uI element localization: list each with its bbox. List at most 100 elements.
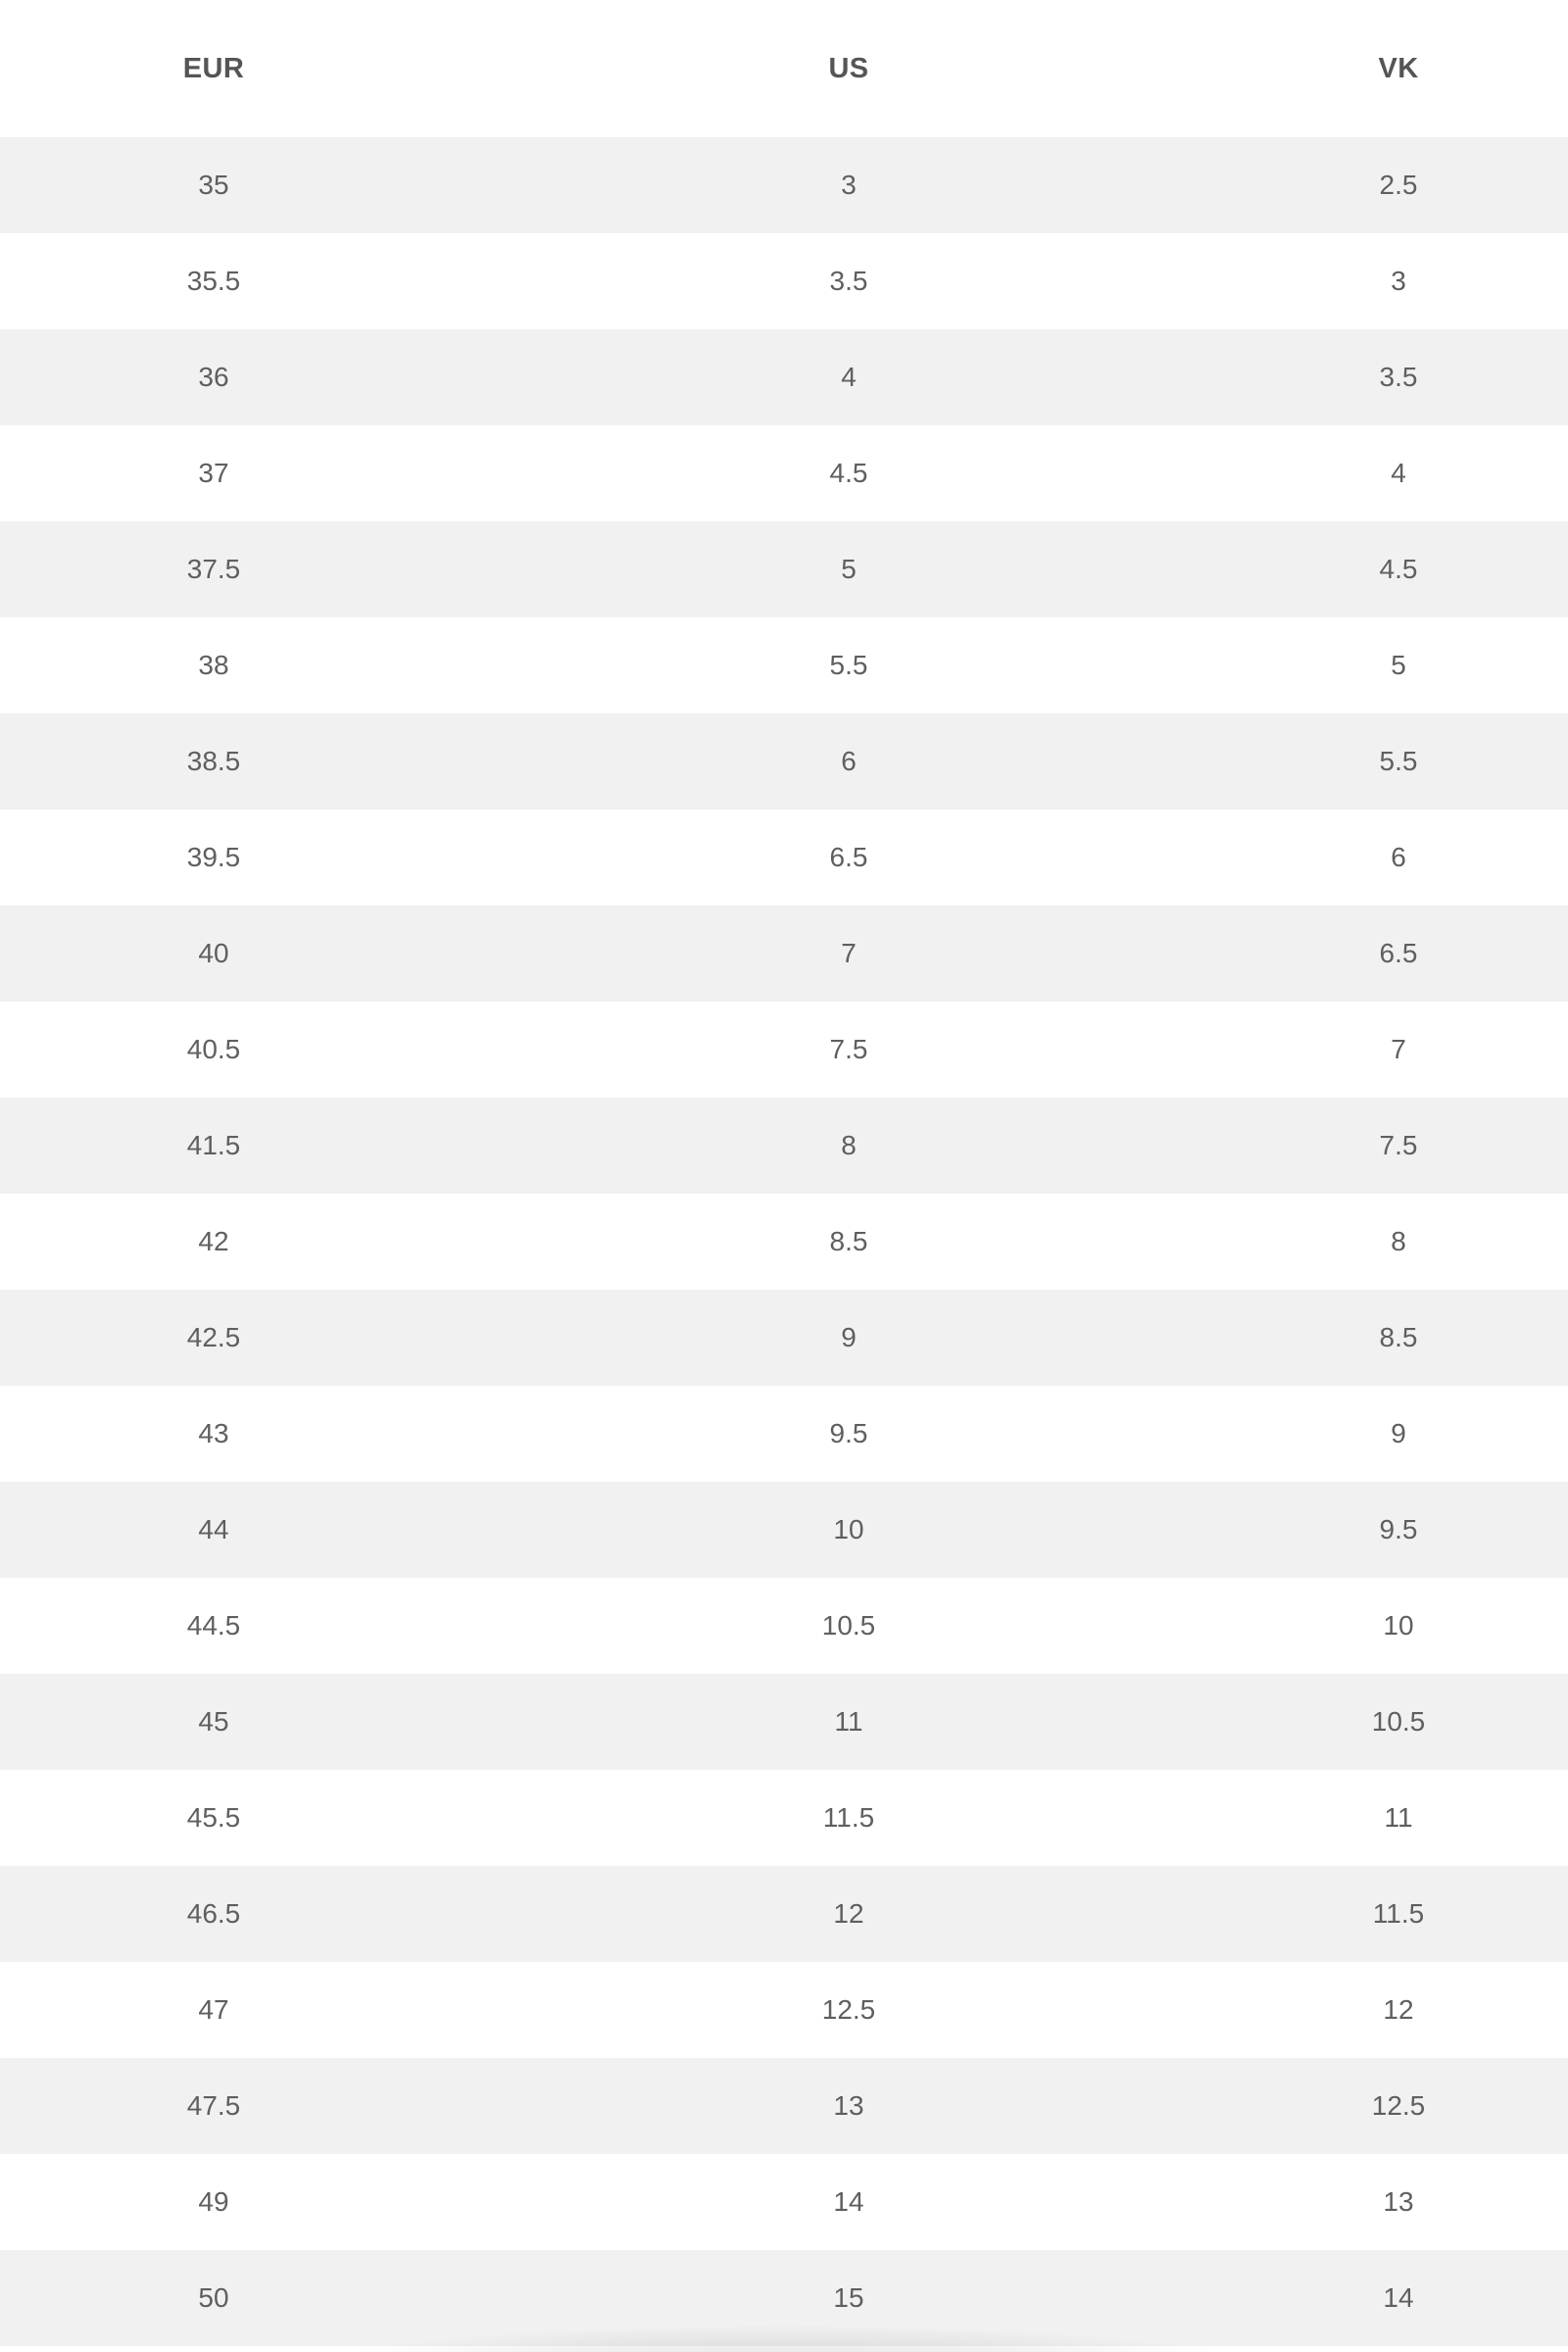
table-row: 50 15 14 <box>0 2250 1568 2346</box>
cell-eur: 40 <box>198 938 229 968</box>
cell-eur: 47 <box>198 1994 229 2025</box>
cell-us: 12 <box>833 1898 864 1929</box>
cell-vk: 10.5 <box>1371 1706 1426 1737</box>
table-row: 35.5 3.5 3 <box>0 233 1568 329</box>
cell-us: 9.5 <box>829 1418 868 1448</box>
cell-us: 6.5 <box>829 842 868 872</box>
cell-eur: 38 <box>198 650 229 680</box>
cell-eur: 39.5 <box>186 842 241 872</box>
table-row: 38 5.5 5 <box>0 617 1568 713</box>
cell-eur: 44 <box>198 1514 229 1544</box>
cell-us: 8.5 <box>829 1226 868 1256</box>
table-row: 44.5 10.5 10 <box>0 1578 1568 1674</box>
cell-vk: 4.5 <box>1379 554 1418 584</box>
cell-vk: 11 <box>1384 1802 1413 1833</box>
table-header-row: EUR US VK <box>0 0 1568 137</box>
cell-vk: 6.5 <box>1379 938 1418 968</box>
table-row: 47 12.5 12 <box>0 1962 1568 2058</box>
cell-vk: 13 <box>1383 2186 1414 2217</box>
cell-eur: 50 <box>198 2282 229 2313</box>
cell-us: 4.5 <box>829 458 868 488</box>
column-header-eur: EUR <box>182 52 245 84</box>
table-row: 45.5 11.5 11 <box>0 1770 1568 1866</box>
table-row: 36 4 3.5 <box>0 329 1568 425</box>
cell-vk: 14 <box>1383 2282 1414 2313</box>
cell-eur: 35 <box>198 170 229 200</box>
cell-vk: 5.5 <box>1379 746 1418 776</box>
cell-eur: 45 <box>198 1706 229 1737</box>
cell-us: 5.5 <box>829 650 868 680</box>
cell-us: 3.5 <box>829 266 868 296</box>
cell-vk: 8 <box>1391 1226 1406 1256</box>
cell-vk: 4 <box>1391 458 1406 488</box>
table-header: EUR US VK <box>0 0 1568 137</box>
cell-us: 6 <box>841 746 857 776</box>
table-row: 41.5 8 7.5 <box>0 1098 1568 1194</box>
cell-eur: 37 <box>198 458 229 488</box>
cell-eur: 44.5 <box>186 1610 241 1641</box>
cell-eur: 35.5 <box>186 266 241 296</box>
cell-us: 8 <box>841 1130 857 1160</box>
cell-eur: 37.5 <box>186 554 241 584</box>
column-header-vk: VK <box>1378 52 1419 84</box>
table-row: 44 10 9.5 <box>0 1482 1568 1578</box>
cell-vk: 8.5 <box>1379 1322 1418 1352</box>
cell-vk: 3 <box>1391 266 1406 296</box>
cell-us: 14 <box>833 2186 864 2217</box>
cell-us: 13 <box>833 2090 864 2121</box>
cell-vk: 5 <box>1391 650 1406 680</box>
cell-vk: 3.5 <box>1379 362 1418 392</box>
cell-eur: 41.5 <box>186 1130 241 1160</box>
cell-vk: 9 <box>1391 1418 1406 1448</box>
cell-eur: 46.5 <box>186 1898 241 1929</box>
cell-eur: 45.5 <box>186 1802 241 1833</box>
cell-eur: 43 <box>198 1418 229 1448</box>
cell-us: 11 <box>834 1706 863 1737</box>
cell-us: 3 <box>841 170 857 200</box>
cell-us: 7 <box>841 938 857 968</box>
table-row: 40 7 6.5 <box>0 906 1568 1002</box>
cell-eur: 38.5 <box>186 746 241 776</box>
table-row: 40.5 7.5 7 <box>0 1002 1568 1098</box>
cell-vk: 6 <box>1391 842 1406 872</box>
cell-eur: 40.5 <box>186 1034 241 1064</box>
cell-us: 10 <box>833 1514 864 1544</box>
cell-vk: 9.5 <box>1379 1514 1418 1544</box>
table-row: 38.5 6 5.5 <box>0 713 1568 809</box>
cell-us: 12.5 <box>821 1994 876 2025</box>
cell-us: 9 <box>841 1322 857 1352</box>
cell-vk: 7 <box>1391 1034 1406 1064</box>
table-row: 45 11 10.5 <box>0 1674 1568 1770</box>
table-row: 42 8.5 8 <box>0 1194 1568 1290</box>
table-row: 43 9.5 9 <box>0 1386 1568 1482</box>
cell-vk: 2.5 <box>1379 170 1418 200</box>
table-row: 37.5 5 4.5 <box>0 521 1568 617</box>
cell-us: 11.5 <box>822 1802 875 1833</box>
cell-us: 5 <box>841 554 857 584</box>
table-row: 46.5 12 11.5 <box>0 1866 1568 1962</box>
cell-eur: 42 <box>198 1226 229 1256</box>
cell-us: 10.5 <box>821 1610 876 1641</box>
cell-eur: 49 <box>198 2186 229 2217</box>
table-row: 35 3 2.5 <box>0 137 1568 233</box>
table-row: 49 14 13 <box>0 2154 1568 2250</box>
cell-eur: 47.5 <box>186 2090 241 2121</box>
table-row: 37 4.5 4 <box>0 425 1568 521</box>
cell-us: 15 <box>833 2282 864 2313</box>
column-header-us: US <box>828 52 869 84</box>
cell-vk: 10 <box>1383 1610 1414 1641</box>
table-row: 47.5 13 12.5 <box>0 2058 1568 2154</box>
cell-eur: 42.5 <box>186 1322 241 1352</box>
cell-eur: 36 <box>198 362 229 392</box>
table-body: 35 3 2.5 35.5 3.5 3 36 4 3.5 37 4.5 4 37.5 5 4.5 38 5.5 5… <box>0 137 1568 2346</box>
cell-us: 7.5 <box>829 1034 868 1064</box>
cell-us: 4 <box>841 362 857 392</box>
table-row: 39.5 6.5 6 <box>0 809 1568 906</box>
cell-vk: 12 <box>1383 1994 1414 2025</box>
table-row: 42.5 9 8.5 <box>0 1290 1568 1386</box>
cell-vk: 12.5 <box>1371 2090 1426 2121</box>
cell-vk: 11.5 <box>1372 1898 1425 1929</box>
cell-vk: 7.5 <box>1379 1130 1418 1160</box>
